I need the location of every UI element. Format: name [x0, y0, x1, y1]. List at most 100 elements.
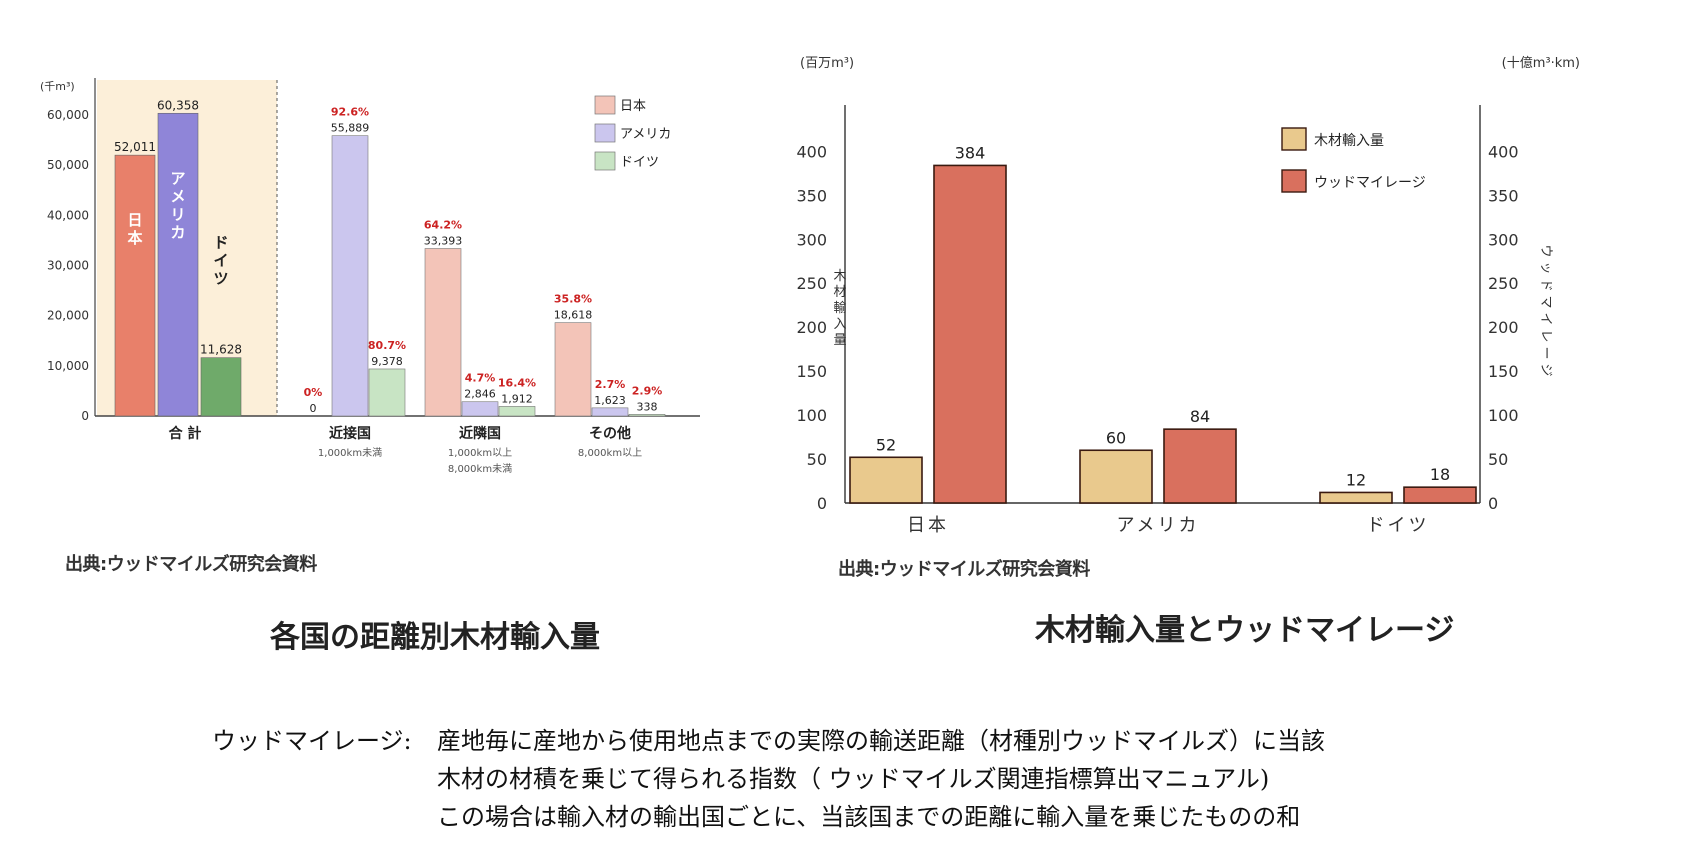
y-tick-label: 350 — [796, 186, 827, 205]
legend-swatch — [594, 151, 616, 171]
distance-bar-value-label: 338 — [637, 400, 658, 413]
distance-bar — [498, 406, 536, 417]
x-category-sublabel: 1,000km未満 — [318, 447, 382, 459]
y-tick-label: 50 — [807, 450, 827, 469]
y2-axis-unit: (十億m³·km) — [1502, 55, 1580, 71]
mileage-bar-value-label: 18 — [1430, 465, 1450, 484]
mileage-bar-value-label: 60 — [1106, 428, 1126, 447]
x-category-sublabel: 8,000km以上 — [578, 447, 642, 459]
y-tick-label: 400 — [796, 142, 827, 161]
total-bar-inside-label: カ — [170, 223, 185, 241]
y2-tick-label: 200 — [1488, 318, 1519, 337]
y-tick-label: 250 — [796, 274, 827, 293]
mileage-bar-value-label: 84 — [1190, 407, 1210, 426]
y-tick-label: 40,000 — [47, 208, 89, 222]
legend-label: アメリカ — [620, 127, 671, 142]
wood-mileage-definition: ウッドマイレージ: 産地毎に産地から使用地点までの実際の輸送距離（材種別ウッドマ… — [212, 722, 1325, 836]
definition-line: 木材の材積を乗じて得られる指数（ ウッドマイルズ関連指標算出マニュアル) — [437, 765, 1270, 793]
mileage-bar-value-label: 52 — [876, 435, 896, 454]
y2-axis-title-char: ウ — [1538, 244, 1553, 257]
legend-label: ドイツ — [620, 155, 659, 170]
total-bar-value-label: 60,358 — [157, 98, 199, 112]
distance-bar-value-label: 18,618 — [554, 309, 593, 322]
y2-tick-label: 150 — [1488, 362, 1519, 381]
y2-axis-title-char: ジ — [1538, 363, 1553, 376]
distance-bar-value-label: 33,393 — [424, 235, 463, 248]
y2-axis-title-char: ッ — [1538, 261, 1553, 274]
distance-bar-pct-label: 16.4% — [498, 376, 536, 389]
distance-bar-value-label: 1,623 — [594, 394, 626, 407]
right-chart-source: 出典:ウッドマイルズ研究会資料 — [838, 559, 1090, 580]
distance-bar — [628, 414, 666, 417]
total-bar-value-label: 52,011 — [114, 140, 156, 154]
y-tick-label: 60,000 — [47, 108, 89, 122]
y-tick-label: 10,000 — [47, 359, 89, 373]
legend-label: ウッドマイレージ — [1314, 175, 1426, 191]
total-bar-inside-label: ツ — [213, 270, 228, 288]
left-chart-caption: 各国の距離別木材輸入量 — [270, 620, 600, 655]
y2-axis-title-char: ド — [1538, 278, 1553, 291]
legend-label: 木材輸入量 — [1314, 133, 1384, 149]
x-category-label: その他 — [589, 425, 631, 442]
distance-bar — [554, 322, 592, 417]
mileage-bar — [1079, 449, 1153, 504]
distance-bar-value-label: 0 — [310, 402, 317, 415]
y-tick-label: 0 — [817, 494, 827, 513]
total-bar-inside-label: 日 — [127, 211, 142, 229]
mileage-bar — [1319, 491, 1393, 504]
distance-bar-value-label: 55,889 — [331, 122, 370, 135]
mileage-bar — [849, 456, 923, 504]
distance-bar-value-label: 9,378 — [371, 355, 403, 368]
total-bar-value-label: 11,628 — [200, 343, 242, 357]
y-axis-unit: (百万m³) — [800, 56, 854, 71]
x-category-sublabel: 8,000km未満 — [448, 463, 512, 475]
legend-swatch — [1281, 169, 1307, 193]
definition-term: ウッドマイレージ: — [212, 727, 412, 755]
x-category-sublabel: 1,000km以上 — [448, 447, 512, 459]
total-bar-inside-label: 本 — [127, 229, 142, 247]
y-axis-title-char: 材 — [833, 285, 846, 300]
distance-bar — [461, 401, 499, 417]
y2-axis-title-char: レ — [1538, 329, 1553, 342]
y-tick-label: 20,000 — [47, 309, 89, 323]
total-bar-inside-label: ア — [170, 169, 185, 187]
distance-bar-pct-label: 0% — [304, 386, 323, 399]
definition-line: この場合は輸入材の輸出国ごとに、当該国までの距離に輸入量を乗じたものの和 — [437, 803, 1301, 831]
total-bar — [200, 357, 242, 417]
y2-tick-label: 50 — [1488, 450, 1508, 469]
definition-line: 産地毎に産地から使用地点までの実際の輸送距離（材種別ウッドマイルズ）に当該 — [437, 727, 1325, 755]
wood-mileage-chart: (百万m³) (十億m³·km) 0 0 50 50 100 100 150 150 200 200 2… — [796, 55, 1580, 536]
distance-bar-value-label: 2,846 — [464, 388, 496, 401]
y-axis-title-char: 木 — [833, 269, 846, 284]
mileage-bar — [1163, 428, 1237, 504]
y-tick-label: 200 — [796, 318, 827, 337]
y2-tick-label: 250 — [1488, 274, 1519, 293]
legend-swatch — [1281, 127, 1307, 151]
distance-bar-pct-label: 4.7% — [465, 372, 496, 385]
distance-bar-pct-label: 2.7% — [595, 378, 626, 391]
x-category-label: ドイツ — [1367, 515, 1430, 536]
distance-bar — [424, 248, 462, 417]
x-category-label: 近接国 — [329, 425, 371, 442]
total-bar-inside-label: ド — [213, 234, 228, 252]
total-bar-inside-label: イ — [213, 252, 228, 270]
distance-bar — [368, 368, 406, 417]
x-category-label: アメリカ — [1116, 515, 1199, 536]
distance-bar-pct-label: 80.7% — [368, 339, 406, 352]
y-tick-label: 30,000 — [47, 259, 89, 273]
y-axis-title-char: 輸 — [833, 301, 846, 316]
x-category-label: 近隣国 — [459, 425, 501, 442]
y2-tick-label: 300 — [1488, 230, 1519, 249]
distance-bar — [331, 135, 369, 417]
mileage-bar — [1403, 486, 1477, 504]
legend-swatch — [594, 95, 616, 115]
total-bar-inside-label: メ — [170, 187, 185, 205]
y-tick-label: 100 — [796, 406, 827, 425]
legend-swatch — [594, 123, 616, 143]
distance-import-chart: (千m³) 0 10,000 20,000 30,000 40,000 50,000 60,0… — [40, 78, 700, 475]
distance-bar-pct-label: 35.8% — [554, 293, 592, 306]
y2-tick-label: 100 — [1488, 406, 1519, 425]
y-axis-title-char: 量 — [833, 333, 846, 348]
y2-tick-label: 0 — [1488, 494, 1498, 513]
distance-bar — [591, 407, 629, 417]
